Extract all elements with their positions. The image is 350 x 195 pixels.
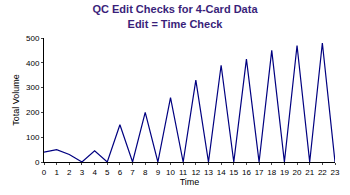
svg-text:7: 7 <box>130 168 135 177</box>
svg-text:200: 200 <box>26 108 40 117</box>
svg-text:Total Volume: Total Volume <box>11 74 21 126</box>
svg-text:9: 9 <box>156 168 161 177</box>
svg-text:4: 4 <box>92 168 97 177</box>
svg-text:400: 400 <box>26 59 40 68</box>
svg-text:100: 100 <box>26 133 40 142</box>
svg-text:23: 23 <box>331 168 340 177</box>
svg-text:10: 10 <box>166 168 175 177</box>
svg-text:13: 13 <box>204 168 213 177</box>
svg-text:11: 11 <box>179 168 188 177</box>
svg-text:15: 15 <box>229 168 238 177</box>
svg-text:8: 8 <box>143 168 148 177</box>
svg-text:14: 14 <box>217 168 226 177</box>
svg-text:12: 12 <box>191 168 200 177</box>
svg-text:300: 300 <box>26 83 40 92</box>
svg-text:19: 19 <box>280 168 289 177</box>
svg-text:500: 500 <box>26 34 40 43</box>
svg-text:QC Edit Checks for 4-Card Data: QC Edit Checks for 4-Card DataEdit = Tim… <box>92 3 258 29</box>
svg-text:5: 5 <box>105 168 110 177</box>
svg-text:1: 1 <box>54 168 59 177</box>
svg-text:20: 20 <box>293 168 302 177</box>
svg-text:3: 3 <box>80 168 85 177</box>
svg-text:Time: Time <box>180 177 200 187</box>
svg-text:17: 17 <box>255 168 264 177</box>
svg-text:22: 22 <box>318 168 327 177</box>
svg-text:2: 2 <box>67 168 72 177</box>
svg-text:0: 0 <box>35 158 40 167</box>
svg-text:18: 18 <box>267 168 276 177</box>
svg-text:0: 0 <box>42 168 47 177</box>
svg-text:21: 21 <box>305 168 314 177</box>
svg-text:6: 6 <box>118 168 123 177</box>
svg-text:16: 16 <box>242 168 251 177</box>
